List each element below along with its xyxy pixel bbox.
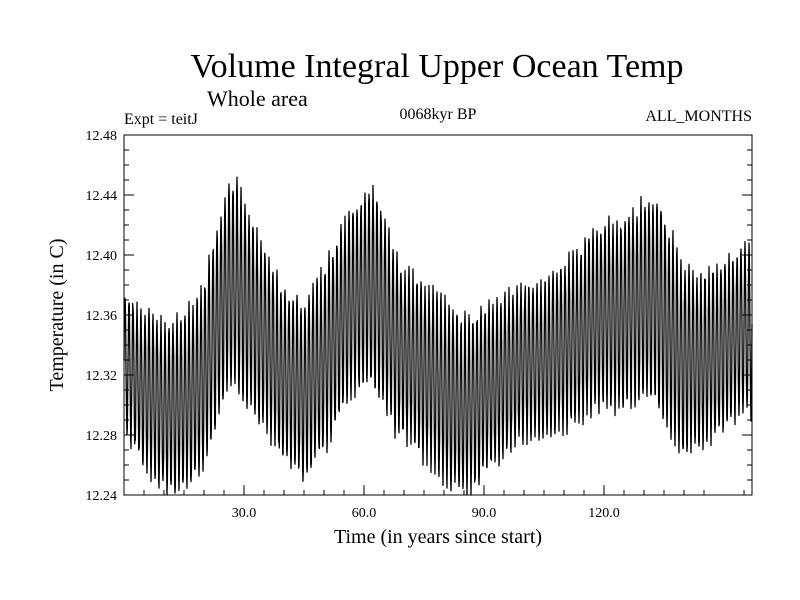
series-line bbox=[123, 176, 753, 496]
y-tick-label: 12.28 bbox=[86, 429, 118, 444]
months-label: ALL_MONTHS bbox=[645, 108, 752, 125]
series-lines bbox=[123, 176, 753, 496]
x-tick-label: 30.0 bbox=[232, 506, 257, 521]
chart-title: Volume Integral Upper Ocean Temp bbox=[191, 48, 684, 85]
axis-ticks: 30.0 60.0 90.0 120.0 12.24 12.28 12.32 12.36 12.… bbox=[86, 129, 752, 521]
experiment-label: Expt = teitJ bbox=[124, 111, 198, 128]
x-tick-label: 120.0 bbox=[588, 506, 620, 521]
x-tick-label: 60.0 bbox=[352, 506, 377, 521]
period-label: 0068kyr BP bbox=[400, 106, 477, 123]
y-axis-label: Temperature (in C) bbox=[46, 239, 68, 392]
x-tick-label: 90.0 bbox=[472, 506, 497, 521]
y-tick-label: 12.48 bbox=[86, 129, 118, 144]
chart-subtitle: Whole area bbox=[207, 86, 308, 111]
y-tick-label: 12.32 bbox=[86, 369, 118, 384]
y-tick-label: 12.40 bbox=[86, 249, 118, 264]
y-tick-label: 12.24 bbox=[86, 489, 118, 504]
y-tick-label: 12.44 bbox=[86, 189, 118, 204]
y-tick-label: 12.36 bbox=[86, 309, 118, 324]
x-axis-label: Time (in years since start) bbox=[334, 526, 542, 548]
plot-frame bbox=[123, 134, 753, 496]
